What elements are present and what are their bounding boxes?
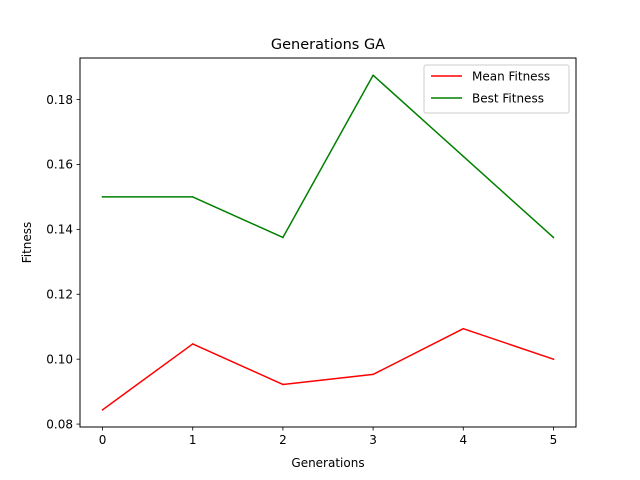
series-line-best-fitness [101, 74, 555, 239]
x-tick-label: 0 [99, 433, 107, 447]
data-point-best-fitness-4 [462, 155, 465, 158]
x-axis-ticks: 0 1 2 3 4 5 [99, 427, 558, 447]
x-tick-label: 1 [189, 433, 197, 447]
data-point-mean-fitness-0 [101, 409, 104, 411]
plot-frame [79, 57, 577, 428]
data-point-best-fitness-0 [101, 196, 104, 198]
data-point-mean-fitness-5 [552, 358, 555, 360]
chart-title: Generations GA [271, 37, 385, 53]
data-point-mean-fitness-4 [462, 327, 465, 330]
y-tick-label: 0.08 [46, 417, 73, 431]
y-tick-label: 0.12 [46, 288, 73, 302]
y-tick-label: 0.18 [46, 93, 73, 107]
legend-box [423, 64, 570, 114]
x-tick-label: 2 [279, 433, 287, 447]
legend-label-mean-fitness: Mean Fitness [472, 70, 550, 84]
y-tick-label: 0.10 [46, 352, 73, 366]
legend-label-best-fitness: Best Fitness [472, 92, 544, 106]
series-line-mean-fitness [101, 327, 555, 411]
data-point-mean-fitness-1 [191, 343, 194, 345]
x-tick-label: 3 [369, 433, 377, 447]
y-axis-label: Fitness [20, 222, 34, 264]
data-point-best-fitness-2 [282, 236, 284, 239]
y-axis-ticks: 0.08 0.10 0.12 0.14 0.16 0.18 [46, 93, 80, 431]
y-tick-label: 0.14 [46, 223, 73, 237]
data-point-mean-fitness-3 [372, 373, 374, 376]
legend: Mean Fitness Best Fitness [423, 64, 570, 114]
data-point-best-fitness-3 [372, 74, 374, 76]
x-axis-label: Generations [291, 456, 364, 470]
x-tick-label: 5 [550, 433, 558, 447]
data-point-mean-fitness-2 [282, 383, 284, 386]
plot-lines [101, 74, 555, 411]
data-point-best-fitness-1 [191, 196, 194, 198]
y-tick-label: 0.16 [46, 158, 73, 172]
data-point-best-fitness-5 [552, 236, 555, 239]
x-tick-label: 4 [459, 433, 467, 447]
